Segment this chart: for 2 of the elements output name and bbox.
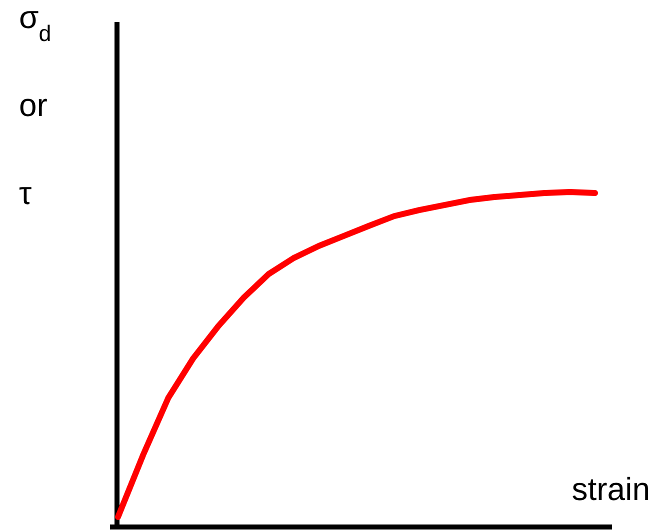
x-axis-title: strain [572,471,650,507]
text: σ$_{d}$ or τ [19,0,52,211]
